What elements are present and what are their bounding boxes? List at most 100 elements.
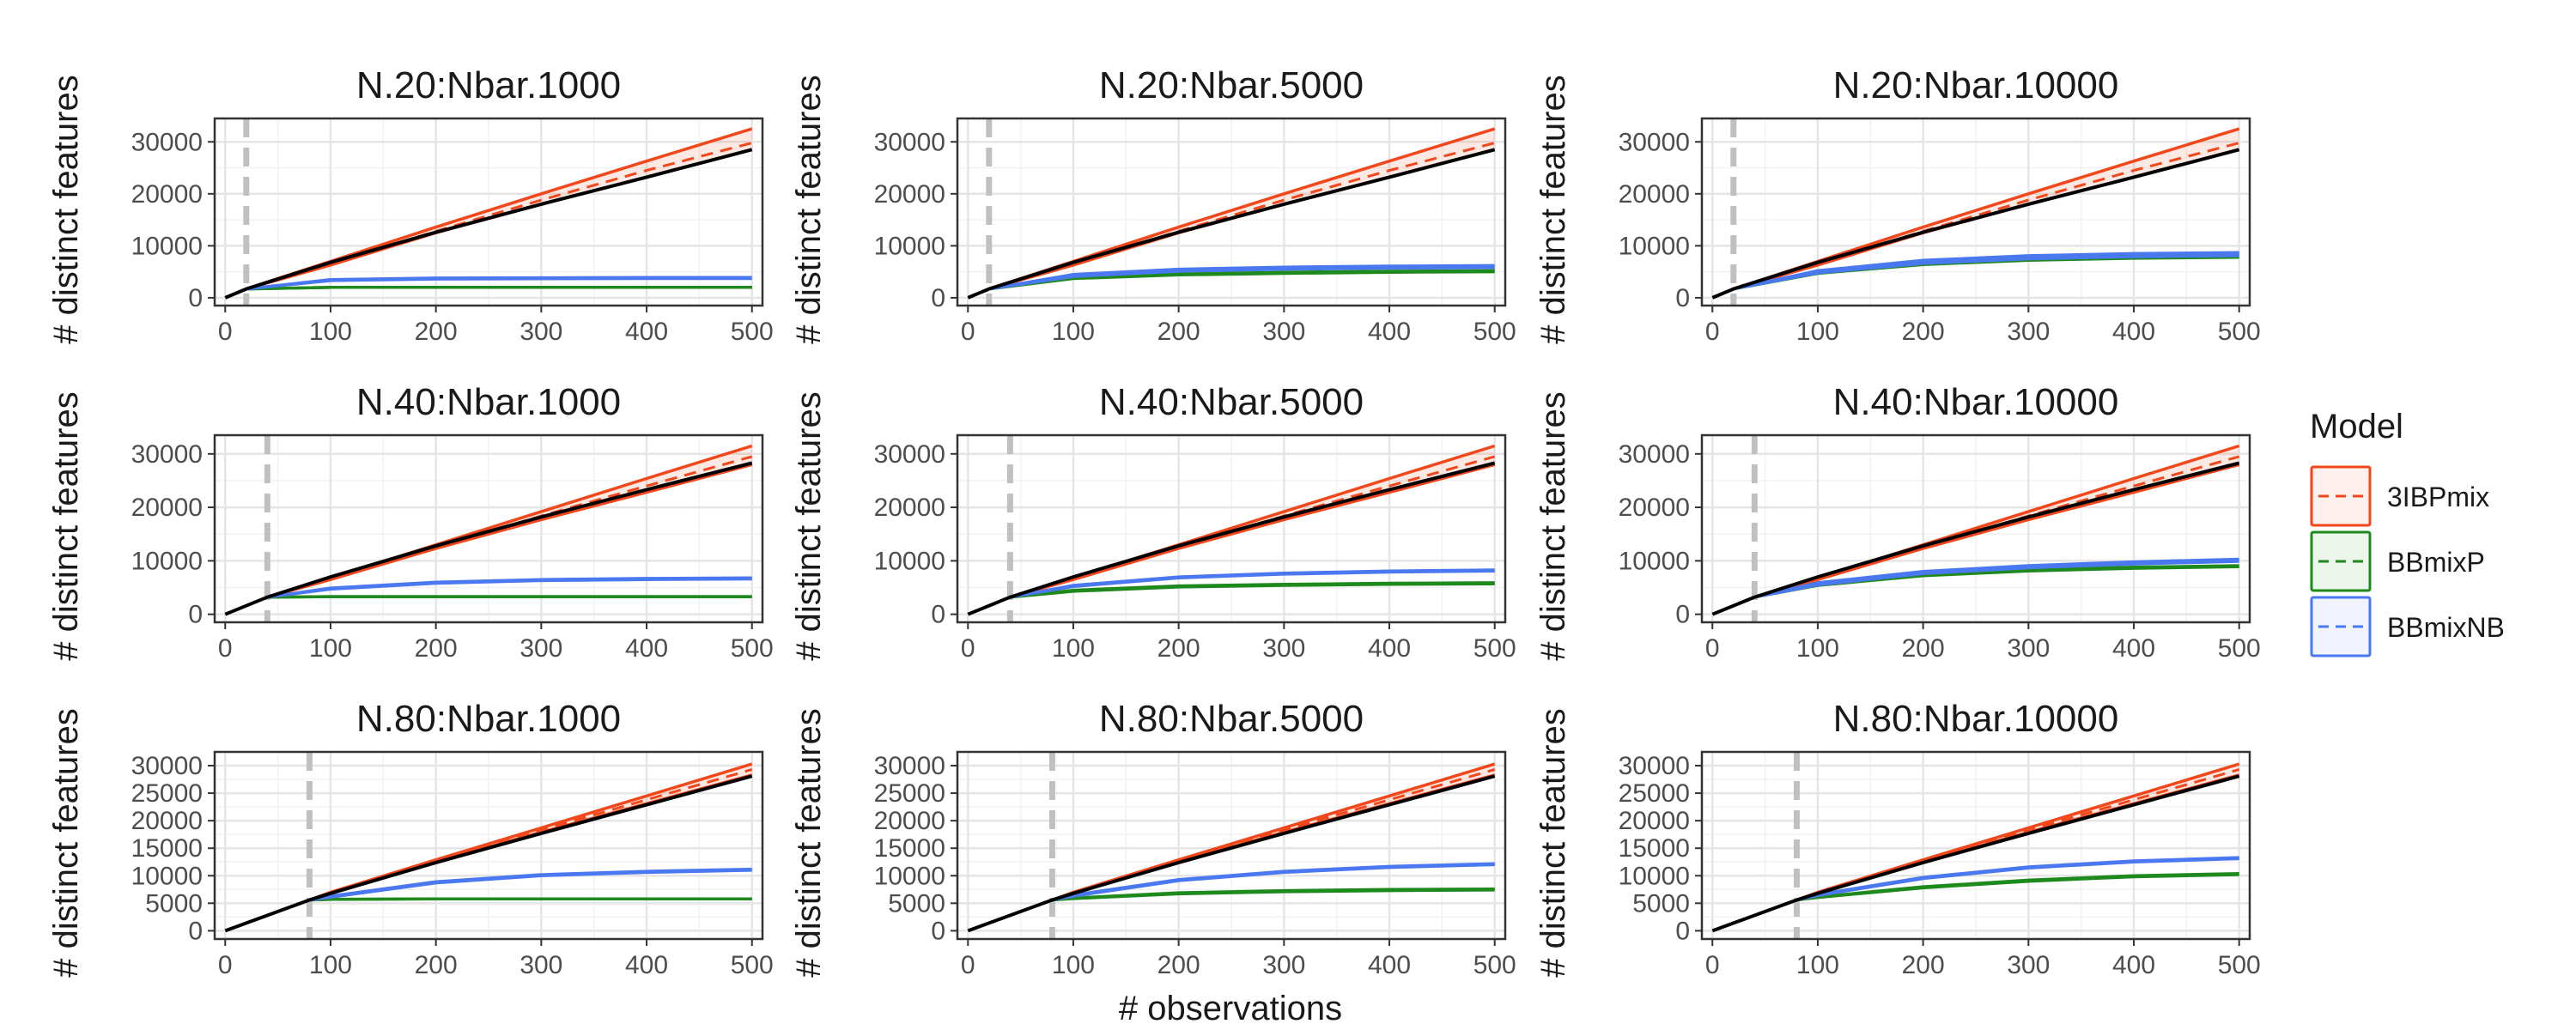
- y-tick-label: 10000: [874, 232, 945, 260]
- panel-border: [956, 433, 1507, 624]
- panel-border: [1700, 433, 2251, 624]
- x-tick-label: 500: [1473, 951, 1516, 979]
- x-tick-label: 400: [1368, 634, 1411, 663]
- y-tick-label: 15000: [1619, 834, 1690, 863]
- series-mean-bbmixnb: [267, 577, 752, 599]
- series-mean-3ibpmix: [988, 142, 1496, 291]
- legend-label-bbmixnb: BBmixNB: [2387, 612, 2505, 643]
- x-tick-label: 200: [415, 318, 458, 346]
- x-tick-label: 200: [1902, 318, 1945, 346]
- x-tick-label: 100: [1052, 634, 1095, 663]
- series-mean-bbmixp: [1052, 888, 1495, 901]
- x-tick-label: 400: [2112, 318, 2155, 346]
- observed-line: [1711, 774, 2240, 933]
- observed-line: [224, 461, 753, 616]
- panel: N.40:Nbar.5000 # distinct features 0 100 200…: [790, 381, 1516, 663]
- series-lower-3ibpmix: [1009, 463, 1496, 599]
- legend: Model 3IBPmix BBmixP BBmixNB: [2310, 408, 2505, 657]
- panel-title: N.80:Nbar.5000: [1099, 698, 1364, 740]
- y-tick-label: 20000: [1619, 180, 1690, 209]
- y-tick-label: 30000: [131, 752, 203, 780]
- panel-title: N.20:Nbar.10000: [1833, 64, 2119, 106]
- panel-title: N.40:Nbar.5000: [1099, 381, 1364, 423]
- y-tick-label: 10000: [1619, 547, 1690, 575]
- panel-border: [213, 117, 764, 307]
- y-tick-label: 30000: [1619, 440, 1690, 469]
- x-tick-label: 200: [1902, 634, 1945, 663]
- x-tick-label: 100: [1796, 318, 1839, 346]
- series-mean-bbmixnb: [1753, 559, 2239, 599]
- observed-line: [224, 774, 753, 933]
- series-lower-bbmixnb: [1733, 254, 2239, 291]
- y-axis-label: # distinct features: [1534, 391, 1572, 661]
- x-tick-label: 500: [731, 951, 774, 979]
- x-tick-label: 300: [1262, 951, 1305, 979]
- panel-title: N.40:Nbar.1000: [356, 381, 621, 423]
- x-tick-label: 300: [519, 951, 562, 979]
- x-tick-label: 400: [1368, 318, 1411, 346]
- x-tick-label: 100: [309, 318, 352, 346]
- y-tick-label: 15000: [874, 834, 945, 863]
- y-tick-label: 20000: [131, 180, 203, 209]
- x-tick-label: 500: [1473, 634, 1516, 663]
- x-tick-label: 400: [625, 951, 668, 979]
- x-tick-label: 200: [1157, 318, 1200, 346]
- y-tick-label: 5000: [1632, 889, 1690, 918]
- y-tick-label: 0: [1675, 917, 1690, 945]
- x-tick-label: 400: [1368, 951, 1411, 979]
- observed-line: [967, 148, 1496, 300]
- legend-title: Model: [2310, 408, 2403, 445]
- y-axis-label: # distinct features: [1534, 708, 1572, 978]
- x-tick-label: 200: [415, 951, 458, 979]
- x-tick-label: 0: [961, 951, 975, 979]
- panel: N.20:Nbar.10000 # distinct features 0 100 20…: [1534, 64, 2261, 346]
- x-tick-label: 300: [2007, 951, 2050, 979]
- x-tick-label: 100: [1052, 318, 1095, 346]
- panel-title: N.20:Nbar.5000: [1099, 64, 1364, 106]
- panel: N.80:Nbar.5000 # distinct features 0 100 200…: [790, 698, 1516, 979]
- y-tick-label: 10000: [874, 547, 945, 575]
- y-tick-label: 10000: [874, 862, 945, 890]
- y-tick-label: 30000: [874, 752, 945, 780]
- panel-border: [213, 433, 764, 624]
- x-tick-label: 0: [961, 318, 975, 346]
- chart-panels: N.20:Nbar.1000 # distinct features 0 100 200…: [47, 64, 2261, 979]
- series-lower-bbmixp: [246, 286, 752, 291]
- y-tick-label: 0: [1675, 284, 1690, 312]
- panel: N.80:Nbar.1000 # distinct features 0 100 200…: [47, 698, 774, 979]
- observed-line: [967, 774, 1496, 933]
- series-mean-bbmixp: [1010, 582, 1495, 599]
- x-tick-label: 0: [218, 634, 233, 663]
- legend-item-bbmixnb: BBmixNB: [2310, 596, 2505, 657]
- y-tick-label: 10000: [131, 232, 203, 260]
- series-mean-bbmixp: [246, 286, 752, 291]
- series-lower-3ibpmix: [1753, 463, 2240, 599]
- panel-border: [956, 117, 1507, 307]
- panel-border: [956, 750, 1507, 941]
- panel-title: N.40:Nbar.10000: [1833, 381, 2119, 423]
- x-tick-label: 500: [2218, 951, 2261, 979]
- x-tick-label: 500: [2218, 318, 2261, 346]
- y-tick-label: 30000: [131, 440, 203, 469]
- y-tick-label: 0: [188, 917, 203, 945]
- x-tick-label: 400: [2112, 634, 2155, 663]
- panel-title: N.80:Nbar.10000: [1833, 698, 2119, 740]
- y-tick-label: 10000: [1619, 862, 1690, 890]
- panel: N.20:Nbar.5000 # distinct features 0 100 200…: [790, 64, 1516, 346]
- panel-title: N.80:Nbar.1000: [356, 698, 621, 740]
- x-tick-label: 200: [1157, 951, 1200, 979]
- y-tick-label: 20000: [1619, 807, 1690, 835]
- y-tick-label: 20000: [1619, 494, 1690, 522]
- y-axis-label: # distinct features: [790, 75, 828, 344]
- panel: N.20:Nbar.1000 # distinct features 0 100 200…: [47, 64, 774, 346]
- series-mean-bbmixp: [1754, 565, 2239, 599]
- panel-border: [213, 750, 764, 941]
- panel-border: [1700, 750, 2251, 941]
- observed-line: [967, 461, 1496, 616]
- series-mean-3ibpmix: [1733, 142, 2240, 291]
- series-mean-bbmixp: [309, 897, 752, 901]
- plot-marks: [1711, 435, 2240, 622]
- y-tick-label: 10000: [131, 862, 203, 890]
- y-tick-label: 0: [188, 601, 203, 629]
- y-axis-label: # distinct features: [47, 708, 85, 978]
